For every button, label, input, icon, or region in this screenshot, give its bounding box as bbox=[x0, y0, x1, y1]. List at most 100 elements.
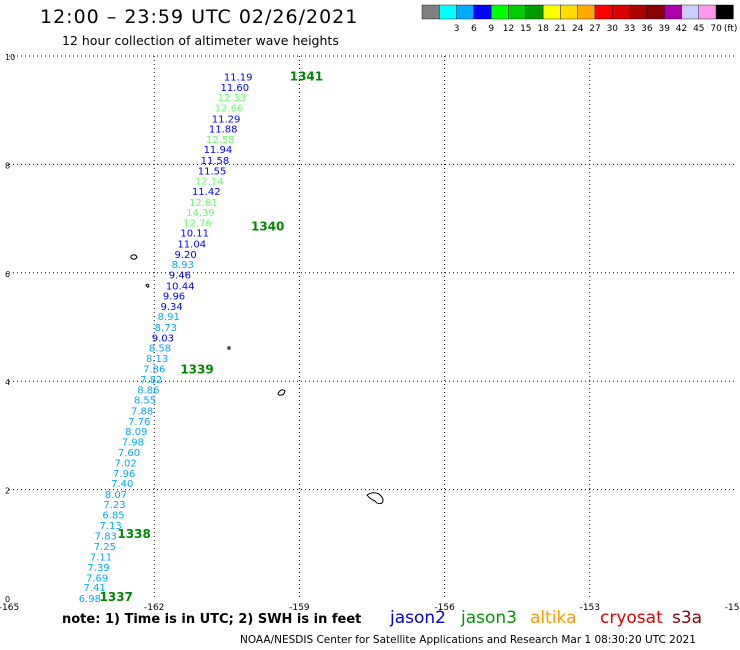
wave-height-point: 12.14 bbox=[195, 177, 224, 188]
wave-height-point: 9.34 bbox=[160, 302, 182, 313]
time-label: 1340 bbox=[251, 220, 284, 234]
wave-height-point: 6.98 bbox=[79, 594, 101, 605]
satellite-label: jason3 bbox=[461, 608, 517, 628]
legend-label: 24 bbox=[572, 24, 584, 34]
wave-height-point: 8.91 bbox=[158, 312, 180, 323]
wave-height-point: 11.94 bbox=[204, 145, 233, 156]
legend-label: 6 bbox=[471, 24, 477, 34]
time-label: 1339 bbox=[180, 362, 213, 376]
wave-height-point: 8.86 bbox=[137, 385, 159, 396]
x-tick-label: -150 bbox=[725, 603, 740, 610]
wave-height-point: 11.58 bbox=[201, 156, 230, 167]
wave-height-point: 7.25 bbox=[94, 542, 116, 553]
footer-note: note: 1) Time is in UTC; 2) SWH is in fe… bbox=[62, 612, 362, 627]
wave-height-point: 7.96 bbox=[113, 469, 135, 480]
satellite-label: cryosat bbox=[600, 608, 663, 628]
legend-label: 18 bbox=[537, 24, 549, 34]
y-tick-label: 8 bbox=[5, 161, 10, 170]
time-label: 1338 bbox=[117, 527, 150, 541]
island-outline bbox=[130, 254, 138, 260]
wave-height-point: 7.76 bbox=[128, 417, 150, 428]
wave-height-point: 7.82 bbox=[140, 375, 162, 386]
satellite-label: s3a bbox=[672, 608, 703, 628]
legend-label: 39 bbox=[658, 24, 670, 34]
wave-height-point: 12.58 bbox=[206, 135, 235, 146]
wave-height-point: 9.96 bbox=[163, 292, 185, 303]
wave-height-point: 7.11 bbox=[90, 552, 112, 563]
y-tick-label: 2 bbox=[5, 487, 10, 496]
legend-label: 36 bbox=[641, 24, 653, 34]
map-plot: -165-162-159-156-153-15002468106.987.417… bbox=[0, 53, 740, 610]
wave-height-point: 8.93 bbox=[172, 260, 194, 271]
wave-height-point: 8.55 bbox=[134, 396, 156, 407]
wave-height-point: 7.23 bbox=[103, 500, 125, 511]
time-label: 1341 bbox=[290, 70, 323, 84]
wave-height-point: 9.20 bbox=[175, 250, 197, 261]
wave-height-point: 6.85 bbox=[102, 511, 124, 522]
page-title: 12:00 – 23:59 UTC 02/26/2021 bbox=[40, 6, 359, 28]
wave-height-point: 7.60 bbox=[118, 448, 140, 459]
time-label: 1337 bbox=[100, 590, 133, 604]
wave-height-point: 10.11 bbox=[180, 229, 209, 240]
legend-label: 70 bbox=[710, 24, 722, 34]
legend-label: 42 bbox=[676, 24, 687, 34]
subtitle: 12 hour collection of altimeter wave hei… bbox=[62, 33, 339, 48]
legend-label: 21 bbox=[555, 24, 566, 34]
wave-height-point: 7.69 bbox=[86, 573, 108, 584]
wave-height-point: 11.19 bbox=[224, 73, 253, 84]
y-tick-label: 4 bbox=[5, 378, 10, 387]
wave-height-point: 12.66 bbox=[215, 103, 244, 114]
legend-label: 9 bbox=[488, 24, 494, 34]
wave-height-point: 8.73 bbox=[155, 323, 177, 334]
legend-swatch bbox=[715, 4, 734, 20]
wave-height-point: 14.39 bbox=[186, 208, 215, 219]
legend-label: 30 bbox=[607, 24, 619, 34]
wave-height-point: 12.76 bbox=[183, 218, 212, 229]
legend-label: 12 bbox=[503, 24, 514, 34]
x-tick-label: -156 bbox=[434, 603, 455, 610]
satellite-label: altika bbox=[530, 608, 577, 628]
color-legend: 3 6 9 12 15 18 21 24 27 30 33 36 39 42 45 70 (ft) bbox=[421, 4, 738, 34]
wave-height-point: 7.40 bbox=[111, 479, 133, 490]
wave-height-point: 8.13 bbox=[146, 354, 168, 365]
island-outline bbox=[366, 492, 384, 505]
x-tick-label: -162 bbox=[144, 603, 164, 610]
wave-height-point: 7.86 bbox=[143, 365, 165, 376]
wave-height-point: 8.07 bbox=[105, 490, 127, 501]
wave-height-point: 12.81 bbox=[189, 198, 218, 209]
credit-line: NOAA/NESDIS Center for Satellite Applica… bbox=[240, 634, 696, 646]
wave-height-point: 11.29 bbox=[212, 114, 241, 125]
wave-height-point: 7.13 bbox=[100, 521, 122, 532]
y-tick-label: 10 bbox=[5, 53, 15, 62]
wave-height-point: 7.88 bbox=[131, 406, 153, 417]
legend-label: 15 bbox=[520, 24, 531, 34]
wave-height-point: 9.03 bbox=[152, 333, 174, 344]
wave-height-point: 8.58 bbox=[149, 344, 171, 355]
x-tick-label: -165 bbox=[0, 603, 19, 610]
island-outline bbox=[277, 389, 286, 396]
wave-height-point: 7.39 bbox=[87, 563, 109, 574]
island-outline bbox=[227, 346, 231, 350]
legend-unit: (ft) bbox=[724, 24, 738, 34]
wave-height-point: 7.83 bbox=[95, 532, 117, 543]
wave-height-point: 7.41 bbox=[84, 583, 106, 594]
wave-height-point: 9.46 bbox=[169, 270, 191, 281]
wave-height-point: 12.33 bbox=[218, 93, 247, 104]
wave-height-point: 7.02 bbox=[115, 459, 137, 470]
wave-height-point: 7.98 bbox=[122, 437, 144, 448]
island-outline bbox=[145, 283, 150, 288]
wave-height-point: 11.04 bbox=[177, 240, 206, 251]
legend-label: 3 bbox=[454, 24, 460, 34]
wave-height-point: 10.44 bbox=[166, 281, 195, 292]
wave-height-point: 8.09 bbox=[125, 427, 147, 438]
satellite-label: jason2 bbox=[390, 608, 446, 628]
wave-height-point: 11.60 bbox=[221, 83, 250, 94]
legend-label: 33 bbox=[624, 24, 635, 34]
x-tick-label: -153 bbox=[580, 603, 600, 610]
y-tick-label: 0 bbox=[5, 595, 10, 604]
wave-height-point: 11.88 bbox=[209, 125, 238, 136]
legend-label: 27 bbox=[589, 24, 600, 34]
wave-height-point: 11.55 bbox=[198, 166, 227, 177]
wave-height-point: 11.42 bbox=[192, 187, 221, 198]
